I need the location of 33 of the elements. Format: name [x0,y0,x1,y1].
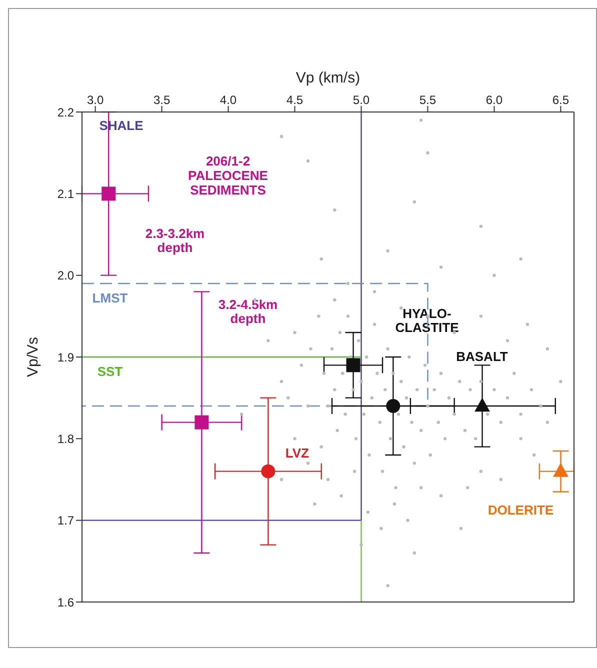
point [474,398,490,412]
series-label: LMST [92,290,128,306]
y-tick-label: 2.0 [57,268,74,283]
annotation: HYALO- CLASTITE [395,306,460,336]
x-tick-label: 6.5 [552,93,570,107]
y-axis-title: Vp/Vs [24,336,42,378]
y-tick-label: 2.1 [57,186,74,201]
point [553,462,568,477]
x-tick-label: 4.0 [220,93,237,107]
point [261,464,276,478]
y-tick-label: 1.6 [57,595,74,610]
annotation: 2.3-3.2km depth [145,226,205,256]
x-tick-label: 3.0 [86,93,104,107]
point [102,186,116,201]
x-tick-label: 6.0 [486,93,503,107]
x-tick-label: 3.5 [153,93,170,107]
x-tick-label: 5.5 [419,93,436,107]
annotation: 3.2-4.5km depth [218,297,278,327]
series-label: LVZ [285,446,310,461]
point [194,415,209,430]
y-tick-label: 1.7 [57,514,74,528]
y-tick-label: 2.2 [57,105,74,120]
series-label: SST [97,364,123,380]
y-tick-label: 1.8 [57,432,74,446]
x-tick-label: 5.0 [352,93,370,107]
point [386,399,400,413]
y-tick-label: 1.9 [57,350,74,364]
annotation: 206/1-2 PALEOCENE SEDIMENTS [188,154,268,198]
series-label: DOLERITE [488,502,554,518]
x-axis-title: Vp (km/s) [296,70,360,87]
annotation: BASALT [456,349,508,364]
point [346,358,360,372]
x-tick-label: 4.5 [286,93,304,107]
